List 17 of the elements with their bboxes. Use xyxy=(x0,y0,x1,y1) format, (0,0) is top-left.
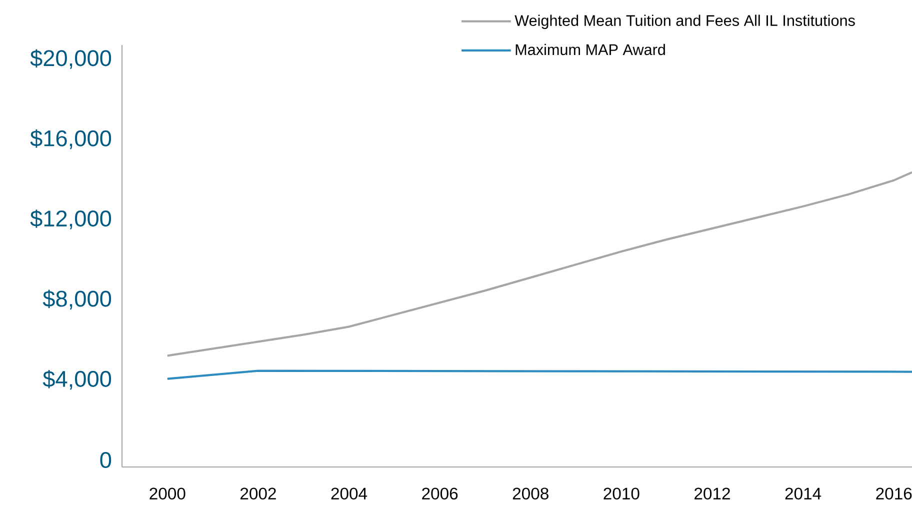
x-tick-label: 2004 xyxy=(331,488,368,500)
x-tick-label: 2006 xyxy=(422,488,458,500)
x-tick-label: 2002 xyxy=(240,488,276,500)
x-tick-label: 2000 xyxy=(150,488,186,500)
y-tick-label: $20,000 xyxy=(30,49,112,69)
y-tick-label: $8,000 xyxy=(42,290,112,310)
legend-label: Maximum MAP Award xyxy=(516,44,665,56)
y-tick-label: $12,000 xyxy=(30,210,112,230)
x-tick-label: 2014 xyxy=(785,488,822,500)
legend-label: Weighted Mean Tuition and Fees All IL Institutions xyxy=(514,14,855,30)
y-tick-label: $4,000 xyxy=(42,370,112,390)
x-tick-label: 2016 xyxy=(876,488,912,500)
y-tick-label: $16,000 xyxy=(30,129,112,150)
y-tick-label: 0 xyxy=(100,452,112,468)
x-tick-label: 2012 xyxy=(694,488,730,500)
x-tick-label: 2010 xyxy=(604,488,640,500)
x-tick-label: 2008 xyxy=(512,488,548,500)
